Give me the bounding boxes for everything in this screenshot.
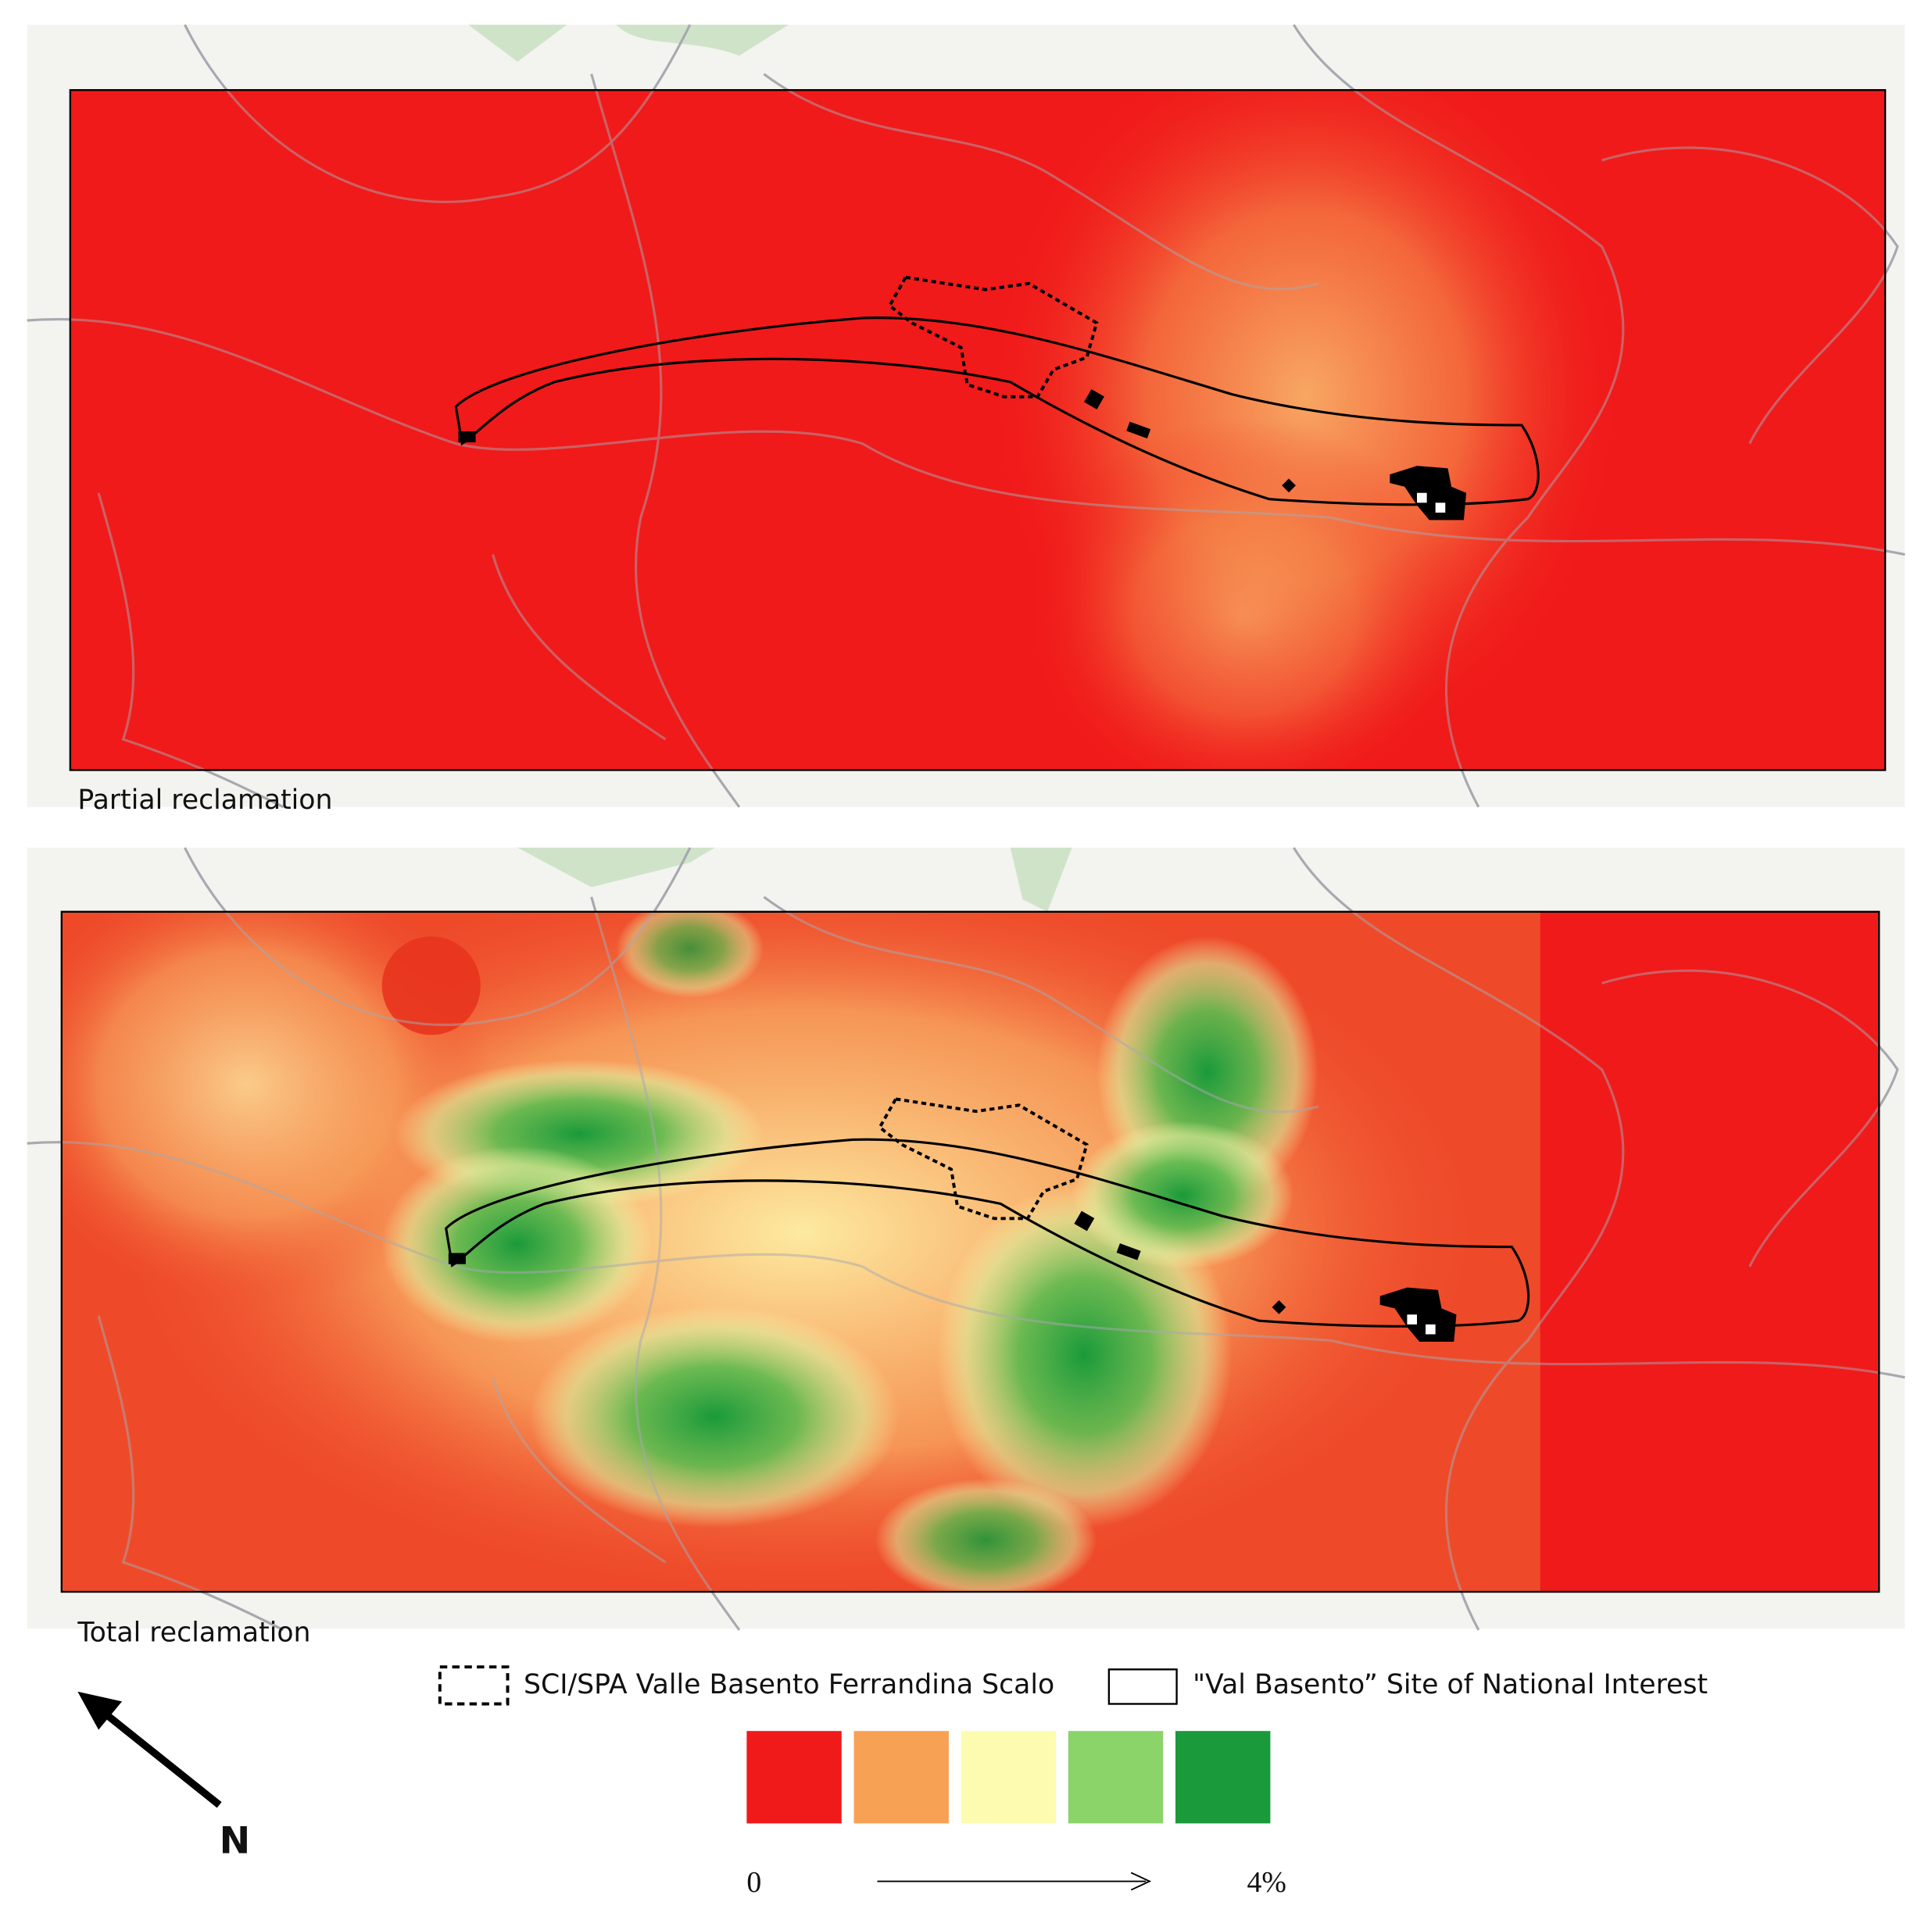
scale-min-label: 0	[746, 1866, 761, 1899]
color-swatch	[853, 1731, 949, 1824]
map-panel: Partial reclamation	[26, 23, 1906, 816]
raster	[61, 911, 1880, 1593]
legend-symbol	[1107, 1668, 1178, 1705]
raster	[70, 90, 1886, 770]
basemap-feature	[468, 24, 789, 62]
legend-symbol	[438, 1665, 510, 1706]
map-panel: Total reclamation	[26, 846, 1906, 1649]
north-label: N	[220, 1820, 251, 1863]
scale-max-label: 4%	[1247, 1866, 1286, 1899]
panel-label: Partial reclamation	[77, 785, 332, 816]
panel-label: Total reclamation	[77, 1618, 310, 1649]
color-swatch	[746, 1731, 842, 1824]
color-scale	[746, 1731, 1271, 1824]
north-arrow: N	[77, 1691, 251, 1863]
color-swatch	[961, 1731, 1057, 1824]
legend-label: "Val Basento” Site of National Interest	[1193, 1669, 1708, 1700]
map-frame	[60, 910, 1880, 1593]
map-frame	[69, 89, 1887, 771]
legend-label: SCI/SPA Valle Basento Ferrandina Scalo	[524, 1669, 1054, 1700]
legend: SCI/SPA Valle Basento Ferrandina Scalo "…	[438, 1665, 1708, 1899]
north-arrow-line	[94, 1703, 222, 1808]
color-swatch	[1068, 1731, 1164, 1824]
color-swatch	[1175, 1731, 1271, 1824]
basemap-feature	[517, 847, 1072, 912]
north-arrow-head	[77, 1691, 123, 1730]
scale-arrowhead	[1130, 1872, 1152, 1891]
